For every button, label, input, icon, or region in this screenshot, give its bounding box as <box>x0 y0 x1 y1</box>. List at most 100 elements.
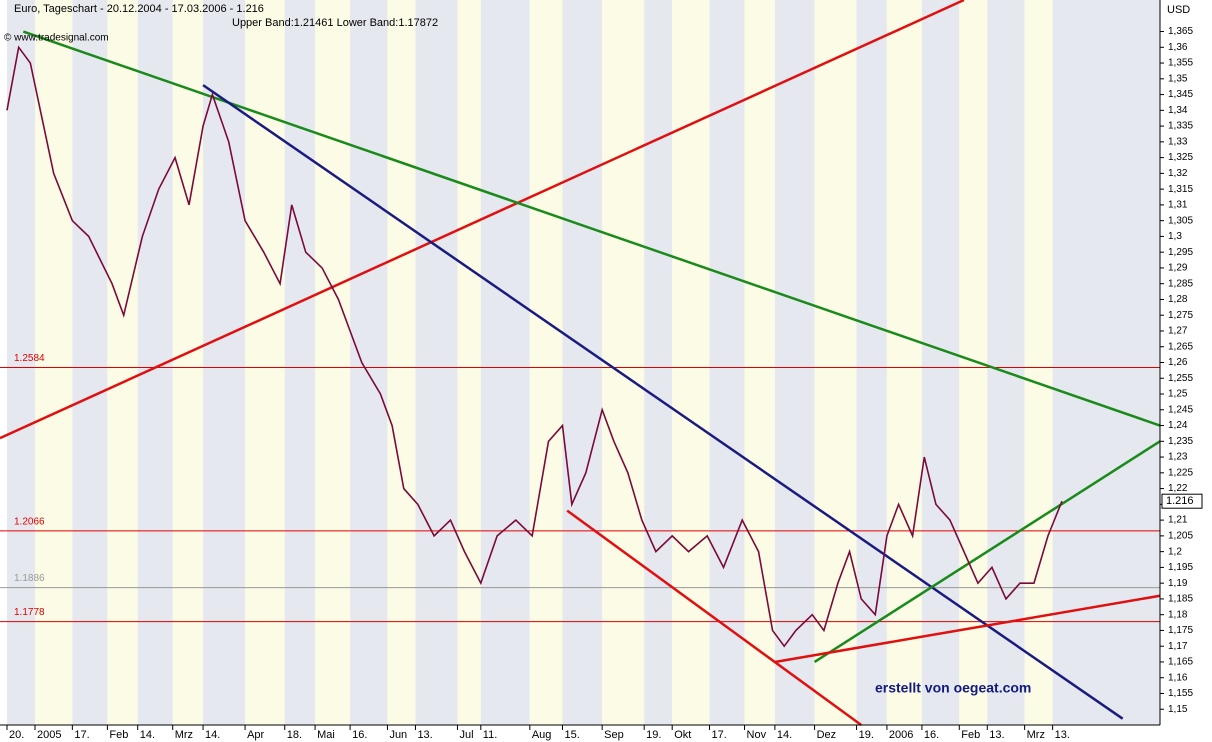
stripe <box>203 0 246 725</box>
y-tick-label: 1,22 <box>1168 483 1188 494</box>
stripe <box>315 0 351 725</box>
y-tick-label: 1,28 <box>1168 294 1188 305</box>
stripe <box>856 0 887 725</box>
x-tick-label: 17. <box>712 729 727 741</box>
stripe <box>562 0 603 725</box>
x-tick-label: 18. <box>287 729 302 741</box>
x-tick-label: Okt <box>674 729 691 741</box>
y-tick-label: 1,34 <box>1168 105 1188 116</box>
x-tick-label: 16. <box>924 729 939 741</box>
x-tick-label: 20. <box>9 729 24 741</box>
x-tick-label: 11. <box>483 729 497 741</box>
level-label: 1.2066 <box>14 516 45 527</box>
x-tick-label: 16. <box>352 729 367 741</box>
x-tick-label: 19. <box>646 729 661 741</box>
y-tick-label: 1,345 <box>1168 89 1193 100</box>
x-tick-label: 17. <box>74 729 89 741</box>
y-tick-label: 1,315 <box>1168 184 1193 195</box>
stripe <box>886 0 922 725</box>
stripe <box>72 0 108 725</box>
y-tick-label: 1,175 <box>1168 625 1193 636</box>
y-tick-label: 1,36 <box>1168 42 1188 53</box>
trendline <box>566 509 862 727</box>
y-tick-label: 1,195 <box>1168 562 1193 573</box>
x-tick-label: 13. <box>989 729 1004 741</box>
trendline <box>202 84 1124 720</box>
y-tick-label: 1,17 <box>1168 641 1188 652</box>
y-tick-label: 1,21 <box>1168 515 1188 526</box>
y-tick-label: 1,285 <box>1168 278 1193 289</box>
stripe <box>107 0 138 725</box>
y-tick-label: 1,16 <box>1168 672 1188 683</box>
y-tick-label: 1,26 <box>1168 357 1188 368</box>
stripe <box>744 0 775 725</box>
y-axis-label: USD <box>1167 4 1190 16</box>
stripe <box>709 0 745 725</box>
axis-panel <box>1160 0 1212 742</box>
y-tick-label: 1,225 <box>1168 467 1193 478</box>
level-label: 1.1778 <box>14 607 45 618</box>
x-tick-label: Jul <box>459 729 473 741</box>
y-tick-label: 1,24 <box>1168 420 1188 431</box>
y-tick-label: 1,265 <box>1168 341 1193 352</box>
level-label: 1.2584 <box>14 353 45 364</box>
stripes <box>7 0 1160 725</box>
stripe <box>959 0 988 725</box>
plot: 1.2584 1.2066 1.1886 1.1778 <box>0 0 1161 727</box>
stripe <box>774 0 815 725</box>
y-tick-label: 1,23 <box>1168 452 1188 463</box>
stripe <box>987 0 1025 725</box>
y-tick-label: 1,235 <box>1168 436 1193 447</box>
y-tick-label: 1,15 <box>1168 704 1188 715</box>
stripe <box>284 0 316 725</box>
x-tick-label: 13. <box>417 729 432 741</box>
y-tick-label: 1,27 <box>1168 326 1188 337</box>
axes: 20. 2005 17. Feb 14. Mrz 14. Apr 18. Mai 16. Jun 13.… <box>6 26 1203 741</box>
x-tick-label: Dez <box>817 729 837 741</box>
stripe <box>457 0 481 725</box>
stripe <box>415 0 458 725</box>
y-tick-label: 1,32 <box>1168 168 1188 179</box>
x-tick-label: Mai <box>317 729 335 741</box>
y-tick-label: 1,205 <box>1168 531 1193 542</box>
trendline <box>813 440 1161 664</box>
stripe <box>672 0 710 725</box>
y-tick-label: 1,335 <box>1168 121 1193 132</box>
x-tick-label: 14. <box>140 729 155 741</box>
stripe <box>529 0 563 725</box>
stripe <box>172 0 204 725</box>
stripe <box>7 0 36 725</box>
x-tick-label: 14. <box>205 729 220 741</box>
stripe <box>35 0 73 725</box>
x-tick-label: Sep <box>604 729 624 741</box>
stripe <box>644 0 673 725</box>
y-tick-label: 1,275 <box>1168 310 1193 321</box>
y-tick-label: 1,165 <box>1168 657 1193 668</box>
y-tick-label: 1,29 <box>1168 263 1188 274</box>
x-tick-label: Feb <box>961 729 980 741</box>
last-price-box <box>1161 493 1203 509</box>
y-tick-label: 1,18 <box>1168 609 1188 620</box>
trendline <box>774 594 1161 664</box>
y-tick-label: 1,31 <box>1168 200 1188 211</box>
x-tick-label: 14. <box>777 729 792 741</box>
y-tick-label: 1,2 <box>1168 546 1182 557</box>
stripe <box>480 0 530 725</box>
y-tick-label: 1,19 <box>1168 578 1188 589</box>
source: © www.tradesignal.com <box>4 33 109 44</box>
x-tick-label: Aug <box>532 729 552 741</box>
y-tick-label: 1,305 <box>1168 215 1193 226</box>
last-price-label: 1.216 <box>1166 495 1194 507</box>
y-tick-label: 1,35 <box>1168 73 1188 84</box>
y-tick-label: 1,25 <box>1168 389 1188 400</box>
subtitle: Upper Band:1.21461 Lower Band:1.17872 <box>232 17 438 29</box>
y-tick-label: 1,295 <box>1168 247 1193 258</box>
y-tick-label: 1,185 <box>1168 594 1193 605</box>
y-tick-label: 1,325 <box>1168 152 1193 163</box>
stripe <box>814 0 857 725</box>
x-tick-label: Apr <box>247 729 264 741</box>
x-tick-label: Jun <box>389 729 407 741</box>
y-tick-label: 1,33 <box>1168 136 1188 147</box>
y-tick-label: 1,245 <box>1168 404 1193 415</box>
chart-title: Euro, Tageschart - 20.12.2004 - 17.03.20… <box>14 3 264 15</box>
